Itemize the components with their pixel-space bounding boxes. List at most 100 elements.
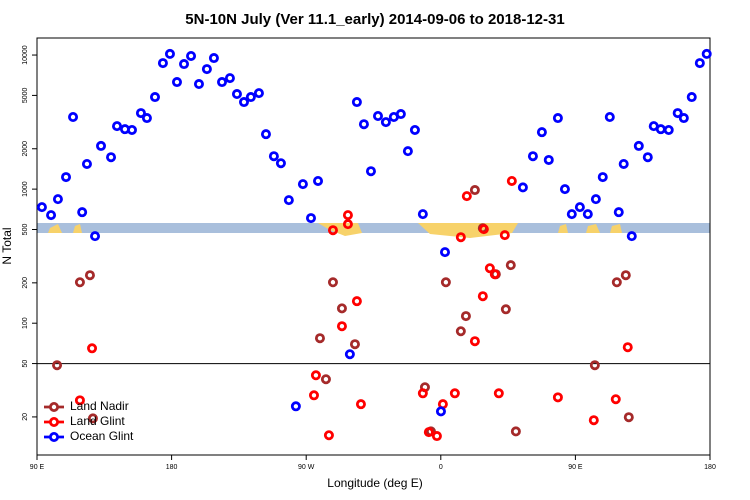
- y-tick-label: 500: [22, 224, 29, 236]
- y-tick-label: 2000: [22, 141, 29, 157]
- point: [253, 88, 264, 99]
- point: [290, 401, 301, 412]
- point: [52, 194, 63, 205]
- y-tick-label: 200: [22, 277, 29, 289]
- point: [417, 209, 428, 220]
- point: [238, 97, 249, 108]
- land-patch: [558, 224, 568, 233]
- x-tick-label: 90 E: [568, 464, 583, 471]
- point: [417, 388, 428, 399]
- point: [81, 158, 92, 169]
- point: [112, 121, 123, 132]
- point: [455, 232, 466, 243]
- point: [344, 349, 355, 360]
- point: [423, 427, 434, 438]
- point: [157, 58, 168, 69]
- point: [623, 412, 634, 423]
- point: [351, 296, 362, 307]
- point: [672, 108, 683, 119]
- point: [327, 277, 338, 288]
- point: [84, 270, 95, 281]
- point: [493, 388, 504, 399]
- point: [179, 59, 190, 70]
- point: [395, 109, 406, 120]
- point: [590, 194, 601, 205]
- point: [327, 225, 338, 236]
- point: [380, 117, 391, 128]
- y-tick-label: 100: [22, 317, 29, 329]
- legend-marker: [49, 401, 60, 412]
- y-tick-label: 20: [22, 413, 29, 421]
- point: [342, 210, 353, 221]
- point: [96, 140, 107, 151]
- land-patch: [610, 224, 622, 233]
- point: [642, 152, 653, 163]
- point: [342, 219, 353, 230]
- point: [320, 374, 331, 385]
- point: [431, 431, 442, 442]
- point: [506, 175, 517, 186]
- point: [68, 112, 79, 123]
- point: [686, 92, 697, 103]
- point: [469, 336, 480, 347]
- point: [135, 108, 146, 119]
- point: [77, 207, 88, 218]
- point: [440, 277, 451, 288]
- point: [552, 113, 563, 124]
- point: [193, 79, 204, 90]
- point: [469, 185, 480, 196]
- point: [582, 209, 593, 220]
- point: [626, 231, 637, 242]
- plot-frame: [36, 37, 711, 456]
- land-patches: [48, 223, 622, 238]
- y-tick-label: 50: [22, 360, 29, 368]
- point: [678, 113, 689, 124]
- point: [171, 77, 182, 88]
- point: [164, 48, 175, 59]
- point: [694, 58, 705, 69]
- land-patch: [73, 224, 82, 233]
- point: [351, 97, 362, 108]
- point: [283, 195, 294, 206]
- legend-label: Ocean Glint: [70, 429, 134, 443]
- point: [566, 209, 577, 220]
- point: [499, 230, 510, 241]
- point: [106, 152, 117, 163]
- x-axis-label: Longitude (deg E): [327, 476, 422, 490]
- x-tick-label: 90 W: [298, 464, 315, 471]
- legend-label: Land Glint: [70, 414, 125, 428]
- point: [323, 430, 334, 441]
- point: [574, 202, 585, 213]
- point: [663, 125, 674, 136]
- y-tick-label: 1000: [22, 181, 29, 197]
- point: [208, 53, 219, 64]
- point: [439, 247, 450, 258]
- point: [310, 370, 321, 381]
- y-tick-label: 5000: [22, 88, 29, 104]
- point: [536, 127, 547, 138]
- y-axis-label: N Total: [0, 227, 14, 264]
- point: [336, 303, 347, 314]
- point: [245, 92, 256, 103]
- point: [126, 125, 137, 136]
- point: [588, 415, 599, 426]
- point: [372, 111, 383, 122]
- point: [622, 342, 633, 353]
- point: [618, 158, 629, 169]
- point: [260, 129, 271, 140]
- point: [517, 182, 528, 193]
- legend-marker: [49, 416, 60, 427]
- point: [435, 406, 446, 417]
- point: [275, 158, 286, 169]
- point: [500, 304, 511, 315]
- point: [358, 119, 369, 130]
- point: [52, 360, 63, 371]
- point: [611, 277, 622, 288]
- point: [597, 172, 608, 183]
- point: [217, 77, 228, 88]
- point: [559, 184, 570, 195]
- land-patch: [586, 224, 600, 233]
- x-tick-label: 180: [166, 464, 178, 471]
- point: [484, 263, 495, 274]
